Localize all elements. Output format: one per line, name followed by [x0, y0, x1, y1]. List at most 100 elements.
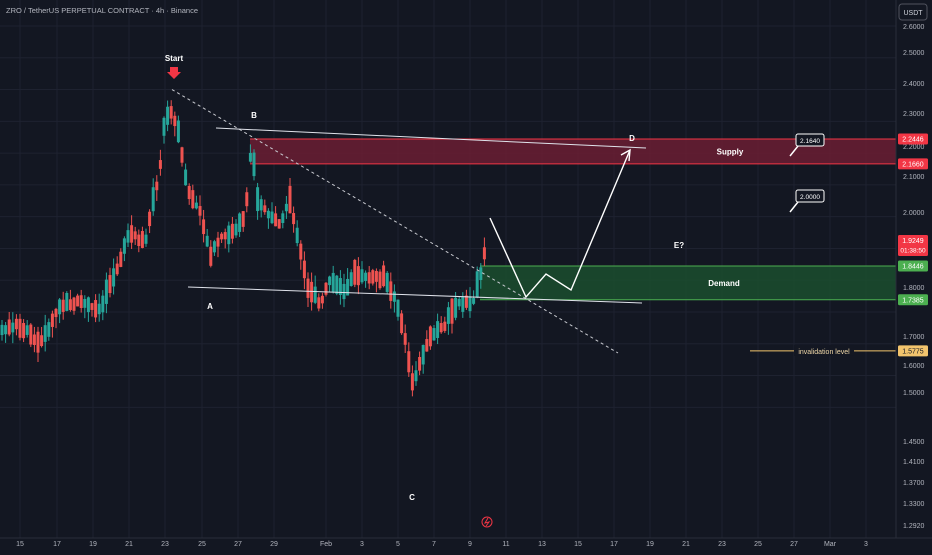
x-axis: 15 17 19 21 23 25 27 29 Feb 3 5 7 9 11 13 15 17 19 21 23 25 2…	[0, 537, 932, 548]
price-callout	[795, 133, 825, 147]
candle-body	[198, 206, 202, 216]
candle-body	[353, 259, 357, 285]
candle-body	[18, 318, 22, 338]
price-badge-invalidation	[898, 345, 928, 357]
y-tick-label: 1.3300	[903, 501, 925, 508]
candle-body	[360, 269, 364, 283]
price-badge-current	[898, 235, 928, 257]
candle-body	[378, 271, 382, 289]
x-tick-label: 15	[574, 541, 582, 548]
x-tick-label: 5	[396, 541, 400, 548]
candle-body	[482, 247, 486, 260]
candle-body	[194, 202, 198, 209]
candle-body	[162, 117, 166, 136]
candle-body	[248, 152, 252, 162]
candle-body	[94, 300, 98, 318]
candle-body	[252, 152, 256, 177]
candle-body	[385, 272, 389, 292]
candle-body	[396, 299, 400, 317]
candle-body	[126, 230, 130, 243]
wave-label-c: C	[409, 493, 415, 502]
candle-body	[227, 225, 231, 245]
candle-body	[122, 238, 126, 254]
x-tick-label: 21	[682, 541, 690, 548]
start-arrow-icon	[167, 67, 181, 79]
wave-label-b: B	[251, 111, 257, 120]
candle-body	[371, 270, 375, 284]
candle-body	[166, 106, 170, 125]
supply-label: Supply	[717, 147, 744, 156]
x-tick-label: 23	[718, 541, 726, 548]
candle-body	[14, 318, 18, 330]
currency-badge[interactable]: USDT	[898, 3, 928, 21]
candle-body	[148, 211, 152, 227]
candle-body	[130, 225, 134, 243]
candle-body	[191, 190, 195, 209]
candle-body	[32, 334, 36, 346]
candle-body	[176, 120, 180, 143]
x-tick-label: 23	[161, 541, 169, 548]
y-tick-label: 2.3000	[903, 111, 925, 118]
chart-title: ZRO / TetherUS PERPETUAL CONTRACT · 4h ·…	[6, 6, 198, 15]
y-tick-label: 2.6000	[903, 24, 925, 31]
candle-body	[36, 331, 40, 353]
candle-body	[468, 296, 472, 312]
candle-body	[443, 321, 447, 331]
candle-body	[335, 275, 339, 294]
candle-body	[292, 213, 296, 225]
candle-body	[342, 283, 346, 300]
demand-label: Demand	[708, 279, 740, 288]
candle-body	[137, 234, 141, 247]
x-tick-label: 15	[16, 541, 24, 548]
x-tick-label: 25	[198, 541, 206, 548]
candle-body	[65, 292, 69, 311]
candles	[0, 100, 486, 397]
labels: Start A B C D E? 2.1640 2.0000	[165, 54, 825, 528]
invalidation-label: invalidation level	[798, 349, 850, 356]
y-tick-label: 2.0000	[903, 210, 925, 217]
candle-body	[119, 251, 123, 267]
candle-body	[432, 328, 436, 341]
candle-body	[407, 351, 411, 373]
candle-body	[4, 325, 8, 335]
candle-body	[180, 147, 184, 163]
lightning-icon	[481, 516, 493, 528]
y-tick-label: 1.4100	[903, 459, 925, 466]
demand-zone	[480, 266, 896, 300]
candle-body	[475, 271, 479, 298]
candle-body	[479, 267, 483, 281]
candle-body	[0, 324, 4, 336]
candle-body	[61, 299, 65, 312]
candle-body	[338, 278, 342, 295]
candle-body	[331, 272, 335, 292]
candle-body	[400, 313, 404, 334]
candle-body	[403, 333, 407, 345]
x-tick-label: 27	[234, 541, 242, 548]
candle-body	[209, 246, 213, 266]
invalidation-label-bg	[794, 344, 854, 356]
candle-body	[266, 210, 270, 219]
y-tick-label: 1.6000	[903, 363, 925, 370]
candle-body	[389, 281, 393, 301]
candle-body	[108, 275, 112, 294]
candle-body	[158, 160, 162, 169]
x-tick-label: 29	[270, 541, 278, 548]
candle-body	[144, 234, 148, 244]
x-tick-label: 3	[360, 541, 364, 548]
y-tick-label: 2.5000	[903, 50, 925, 57]
candle-body	[274, 213, 278, 227]
candle-body	[72, 297, 76, 311]
candle-body	[212, 241, 216, 253]
candle-body	[306, 278, 310, 298]
candle-body	[230, 223, 234, 239]
price-badge-countdown: 01:38:50	[900, 248, 926, 255]
candle-body	[410, 373, 414, 391]
candle-body	[414, 370, 418, 382]
candle-body	[112, 268, 116, 287]
candle-body	[439, 323, 443, 333]
price-callout	[795, 189, 825, 203]
candle-body	[68, 299, 72, 311]
wave-label-a: A	[207, 302, 213, 311]
x-tick-label: 13	[538, 541, 546, 548]
